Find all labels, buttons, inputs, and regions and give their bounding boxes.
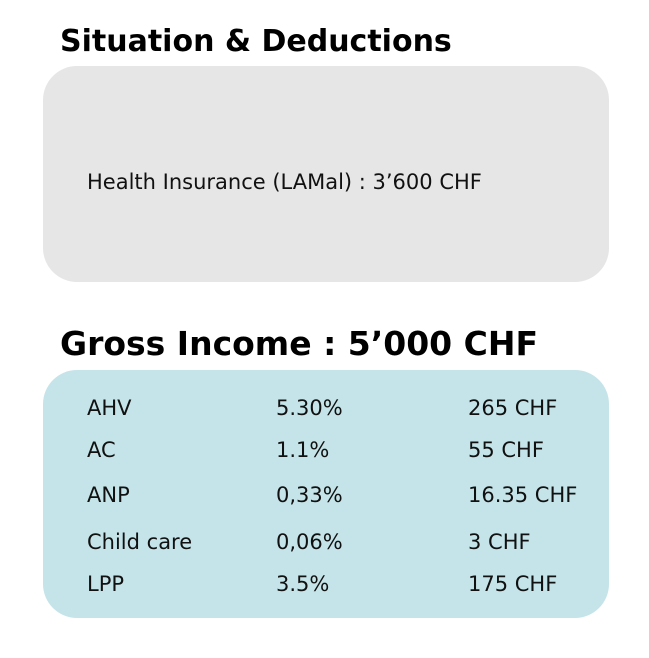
situation-title: Situation & Deductions — [60, 24, 452, 59]
deduction-amount: 55 CHF — [468, 438, 544, 462]
deduction-rate: 0,33% — [276, 483, 343, 507]
gross-income-title: Gross Income : 5’000 CHF — [60, 324, 539, 363]
deduction-rate: 0,06% — [276, 530, 343, 554]
deduction-rate: 1.1% — [276, 438, 330, 462]
deduction-name: LPP — [87, 572, 125, 596]
deduction-name: Child care — [87, 530, 193, 554]
deduction-row-ac: AC 1.1% 55 CHF — [43, 435, 609, 465]
deduction-amount: 265 CHF — [468, 396, 558, 420]
deduction-rate: 3.5% — [276, 572, 330, 596]
deduction-amount: 3 CHF — [468, 530, 531, 554]
deduction-name: AHV — [87, 396, 132, 420]
situation-panel: Health Insurance (LAMal) : 3’600 CHF — [43, 66, 609, 282]
deduction-name: ANP — [87, 483, 130, 507]
deduction-amount: 175 CHF — [468, 572, 558, 596]
health-insurance-text: Health Insurance (LAMal) : 3’600 CHF — [87, 170, 482, 194]
deduction-row-ahv: AHV 5.30% 265 CHF — [43, 393, 609, 423]
deductions-panel: AHV 5.30% 265 CHF AC 1.1% 55 CHF ANP 0,3… — [43, 370, 609, 618]
deduction-row-lpp: LPP 3.5% 175 CHF — [43, 569, 609, 599]
deduction-rate: 5.30% — [276, 396, 343, 420]
deduction-row-child-care: Child care 0,06% 3 CHF — [43, 527, 609, 557]
deduction-name: AC — [87, 438, 116, 462]
deduction-row-anp: ANP 0,33% 16.35 CHF — [43, 480, 609, 510]
deduction-amount: 16.35 CHF — [468, 483, 578, 507]
